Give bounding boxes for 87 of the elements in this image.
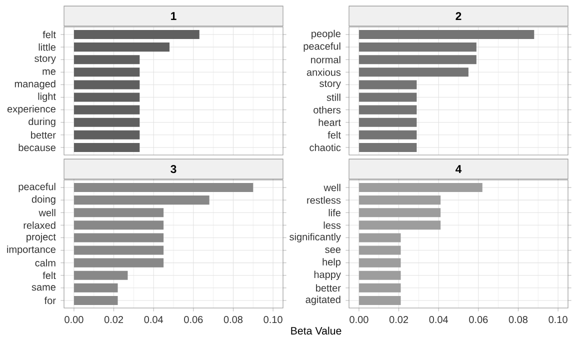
x-tick-label: 0.00 — [350, 316, 368, 324]
y-tick-label: normal — [311, 56, 340, 64]
y-tick-label: for — [44, 296, 56, 304]
bar — [358, 55, 476, 64]
y-tick-label: restless — [307, 196, 341, 204]
y-tick-label: others — [314, 106, 341, 114]
y-tick-label: felt — [42, 272, 56, 280]
x-tick-label: 0.10 — [264, 316, 282, 324]
x-tick-label: 0.06 — [184, 316, 203, 324]
y-tick-label: better — [31, 131, 56, 139]
bar — [358, 30, 534, 40]
y-tick-label: still — [326, 94, 340, 101]
y-tick-label: me — [42, 69, 56, 75]
y-tick-label: peaceful — [18, 182, 56, 192]
chart-title: 4 — [456, 165, 462, 173]
y-tick-label: importance — [7, 246, 56, 255]
bar — [74, 283, 118, 292]
bar — [358, 233, 401, 242]
y-tick-label: managed — [14, 80, 56, 90]
y-tick-label: because — [18, 144, 56, 152]
bar — [74, 296, 118, 305]
x-tick-label: 0.06 — [469, 316, 488, 324]
bar — [358, 105, 417, 114]
y-tick-label: story — [34, 55, 56, 64]
bar — [358, 80, 417, 90]
y-tick-label: little — [38, 43, 56, 51]
y-tick-label: relaxed — [24, 222, 56, 229]
y-tick-label: calm — [35, 259, 56, 266]
bar — [358, 196, 441, 205]
y-tick-label: felt — [42, 30, 56, 38]
y-tick-label: peaceful — [304, 42, 340, 52]
y-tick-label: during — [28, 118, 56, 128]
bar — [74, 246, 164, 255]
y-tick-label: people — [312, 30, 341, 40]
y-tick-label: felt — [328, 131, 341, 139]
bar — [358, 246, 401, 255]
x-tick-label: 0.10 — [548, 316, 568, 324]
bar — [74, 270, 128, 280]
bar — [358, 220, 441, 230]
bar — [74, 233, 164, 242]
y-tick-label: see — [325, 248, 341, 254]
y-tick-label: doing — [32, 195, 56, 205]
bar — [74, 183, 254, 192]
y-tick-label: project — [26, 233, 56, 242]
y-tick-label: same — [32, 285, 56, 291]
x-tick-label: 0.02 — [104, 316, 124, 324]
x-tick-label: 0.02 — [389, 316, 408, 324]
x-tick-label: 0.08 — [224, 316, 243, 324]
y-tick-label: significantly — [290, 233, 341, 242]
y-tick-label: anxious — [306, 68, 341, 76]
chart-title: 2 — [456, 12, 462, 20]
x-tick-label: 0.00 — [64, 316, 84, 324]
y-tick-label: less — [324, 222, 341, 229]
bar — [358, 130, 417, 140]
y-tick-label: help — [322, 258, 341, 268]
y-tick-label: story — [320, 80, 341, 89]
bar — [358, 142, 417, 152]
x-tick-label: 0.08 — [508, 316, 528, 324]
chart-title: 3 — [170, 165, 176, 174]
y-tick-label: happy — [314, 270, 341, 280]
x-tick-label: 0.04 — [429, 316, 448, 324]
bar — [358, 258, 401, 268]
chart-title: 1 — [171, 12, 176, 20]
y-tick-label: experience — [7, 105, 56, 114]
y-tick-label: light — [38, 92, 56, 102]
bar — [358, 208, 441, 218]
y-tick-label: better — [316, 284, 341, 292]
y-tick-label: agitated — [306, 296, 340, 306]
bar — [358, 183, 482, 192]
bar — [358, 68, 468, 77]
x-axis-title: Beta Value — [291, 326, 342, 335]
bar — [358, 296, 401, 305]
y-tick-label: heart — [318, 118, 341, 126]
bar — [74, 258, 164, 268]
bar — [358, 270, 401, 280]
y-tick-label: life — [328, 208, 341, 216]
bar — [74, 220, 164, 230]
bar — [74, 196, 210, 205]
y-tick-label: well — [324, 184, 340, 192]
y-tick-label: well — [38, 208, 56, 216]
bar — [358, 118, 417, 127]
bar — [358, 283, 401, 292]
x-tick-label: 0.04 — [144, 316, 164, 324]
bar — [74, 208, 164, 218]
bar — [358, 42, 476, 52]
bar — [358, 92, 417, 102]
y-tick-label: chaotic — [310, 144, 341, 152]
